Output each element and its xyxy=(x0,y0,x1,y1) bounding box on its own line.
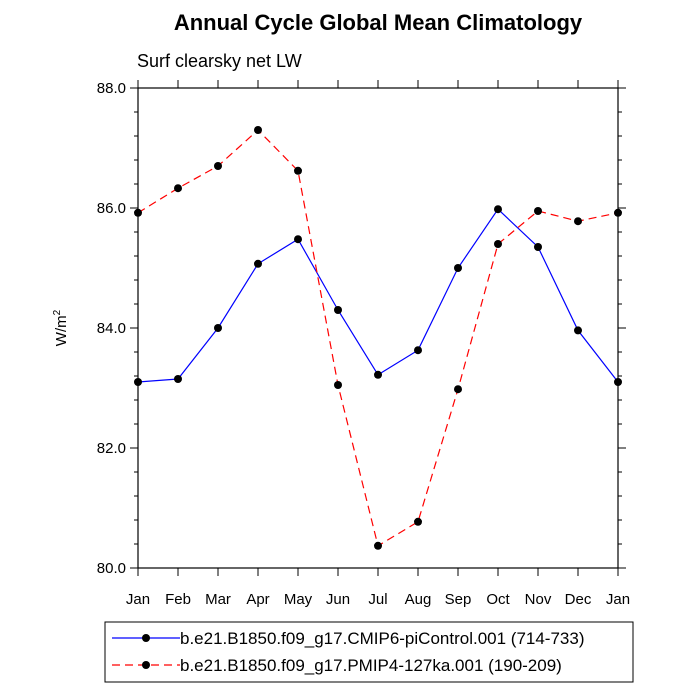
data-point xyxy=(414,517,422,526)
x-tick-label: May xyxy=(284,591,313,608)
data-point xyxy=(574,217,582,226)
x-tick-label: Apr xyxy=(246,591,269,608)
x-tick-label: Nov xyxy=(525,591,552,608)
data-point xyxy=(174,184,182,193)
data-point xyxy=(494,205,502,214)
x-tick-label: Jun xyxy=(326,591,350,608)
legend-marker xyxy=(142,661,150,669)
data-point xyxy=(574,326,582,335)
legend-box xyxy=(104,621,634,683)
legend-label: b.e21.B1850.f09_g17.CMIP6-piControl.001 … xyxy=(180,629,585,648)
x-tick-label: Oct xyxy=(486,591,510,608)
data-point xyxy=(374,541,382,550)
data-point xyxy=(294,235,302,244)
data-point xyxy=(134,208,142,217)
data-point xyxy=(454,264,462,272)
x-tick-labels: Jan Feb Mar Apr May Jun Jul Aug Sep Oct Nov Dec Jan xyxy=(126,591,630,608)
legend-marker xyxy=(142,634,150,642)
x-tick-label: Dec xyxy=(565,591,592,608)
chart-title: Annual Cycle Global Mean Climatology xyxy=(174,10,583,35)
axis-ticks xyxy=(130,80,626,576)
data-point xyxy=(534,207,542,215)
data-point xyxy=(614,208,622,217)
series-layer xyxy=(134,126,622,550)
data-point xyxy=(254,126,262,134)
data-point xyxy=(254,259,262,268)
data-point xyxy=(174,375,182,383)
x-tick-label: Feb xyxy=(165,591,191,608)
data-point xyxy=(534,243,542,251)
x-tick-label: Jan xyxy=(126,591,150,608)
data-point xyxy=(134,378,142,386)
x-tick-label: Jan xyxy=(606,591,630,608)
x-tick-label: Sep xyxy=(445,591,472,608)
series-2 xyxy=(134,126,622,550)
x-tick-label: Jul xyxy=(368,591,387,608)
data-point xyxy=(374,370,382,379)
data-point xyxy=(214,162,222,170)
data-point xyxy=(414,346,422,355)
x-tick-label: Aug xyxy=(405,591,432,608)
data-point xyxy=(494,240,502,248)
y-tick-label: 88.0 xyxy=(97,80,126,97)
data-point xyxy=(454,385,462,394)
data-point xyxy=(614,378,622,386)
series-1 xyxy=(134,205,622,386)
y-tick-labels: 80.0 82.0 84.0 86.0 88.0 xyxy=(97,80,126,577)
y-tick-label: 80.0 xyxy=(97,560,126,577)
legend-label: b.e21.B1850.f09_g17.PMIP4-127ka.001 (190… xyxy=(180,656,562,675)
data-point xyxy=(334,381,342,389)
x-tick-label: Mar xyxy=(205,591,231,608)
series-line xyxy=(137,208,619,383)
y-tick-label: 84.0 xyxy=(97,320,126,337)
y-tick-label: 82.0 xyxy=(97,440,126,457)
y-tick-label: 86.0 xyxy=(97,200,126,217)
data-point xyxy=(334,306,342,314)
plot-frame xyxy=(137,87,619,569)
legend: b.e21.B1850.f09_g17.CMIP6-piControl.001 … xyxy=(112,629,585,675)
chart-subtitle: Surf clearsky net LW xyxy=(137,51,302,71)
data-point xyxy=(214,324,222,332)
data-point xyxy=(294,166,302,175)
y-axis-label: W/m2 xyxy=(52,309,70,346)
